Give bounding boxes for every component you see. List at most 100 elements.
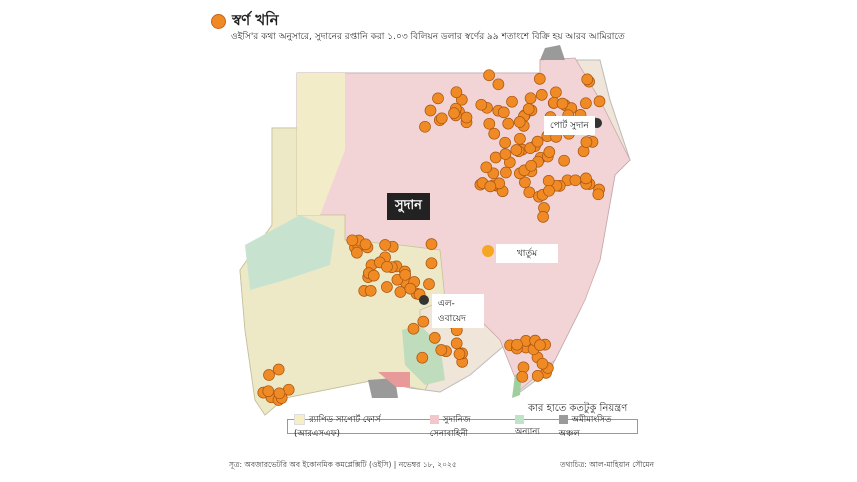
gold-mines-layer <box>257 69 606 406</box>
city-label-el-obeid: এল-ওবায়েদ <box>432 294 484 328</box>
gold-mine-marker <box>580 97 592 110</box>
credit-note: তথ্যচিত্র: আল-মাহিয়ান সৌমেন <box>560 460 654 469</box>
gold-mine-marker <box>510 144 523 156</box>
gold-mine-marker <box>535 89 548 101</box>
gold-mine-marker <box>500 166 512 179</box>
gold-mine-marker <box>346 234 359 247</box>
disputed-region-red <box>378 372 410 387</box>
gold-mine-marker <box>499 136 511 149</box>
gold-mine-marker <box>489 151 502 164</box>
subtitle: ওইসি'র কথা অনুসারে, সুদানের রপ্তানি করা … <box>231 32 625 42</box>
legend-title: কার হাতে কতটুকু নিয়ন্ত্রণ <box>528 403 628 414</box>
gold-mine-marker <box>483 117 496 130</box>
khartoum-marker[interactable] <box>482 245 494 257</box>
country-label: সুদান <box>387 193 430 220</box>
other-controlled-region <box>245 215 335 290</box>
gold-mine-marker <box>514 132 526 145</box>
gold-mine-marker <box>533 73 546 85</box>
gold-mine-marker <box>480 161 493 174</box>
gold-mine-marker <box>379 239 391 251</box>
gold-mine-marker <box>581 73 594 86</box>
gold-mine-marker <box>580 172 592 185</box>
rsf-north-region <box>297 73 345 215</box>
gold-mine-marker <box>460 111 473 124</box>
gold-mine-marker <box>428 332 441 344</box>
gold-mine-marker <box>399 268 412 281</box>
gold-mine-marker <box>502 117 515 130</box>
gold-mine-marker <box>558 154 570 167</box>
gold-mine-marker <box>592 188 605 201</box>
gold-mine-marker <box>364 284 377 297</box>
legend-item-disputed: অমীমাংসিত অঞ্চল <box>558 414 612 439</box>
legend-item-rsf: র‍্যাপিড সাপোর্ট ফোর্স (আরএসএফ) <box>294 413 381 439</box>
city-label-khartoum: খার্তুম <box>496 244 558 263</box>
gold-mine-legend-icon <box>211 14 226 29</box>
gold-mine-marker <box>417 315 430 328</box>
gold-mine-marker <box>359 238 372 251</box>
gold-mine-marker <box>273 387 286 400</box>
gold-mine-marker <box>425 257 438 270</box>
legend: র‍্যাপিড সাপোর্ট ফোর্স (আরএসএফ) সুদানিজ … <box>287 413 638 439</box>
source-note: সূত্র: অবজারভেটরি অব ইকোনমিক কমপ্লেক্সিট… <box>229 460 457 469</box>
gold-mine-marker <box>450 337 463 350</box>
gold-mine-marker <box>488 127 501 140</box>
gold-mine-marker <box>483 69 495 82</box>
gold-mine-marker <box>569 174 582 187</box>
gold-mine-marker <box>416 351 429 364</box>
gold-mine-marker <box>513 116 526 128</box>
gold-mine-marker <box>425 238 438 250</box>
gold-mine-marker <box>593 95 606 108</box>
gold-mine-marker <box>484 180 497 193</box>
gold-mine-marker <box>435 112 448 125</box>
gold-mine-marker <box>351 246 363 259</box>
gold-mine-marker <box>497 106 510 119</box>
gold-mine-marker <box>531 135 544 148</box>
gold-mine-marker <box>580 136 593 148</box>
gold-mine-marker <box>534 339 546 351</box>
gold-mine-marker <box>435 344 448 356</box>
gold-mine-marker <box>523 186 536 199</box>
gold-mine-marker <box>432 92 444 105</box>
map-title: স্বর্ণ খনি <box>211 9 279 34</box>
gold-mine-marker <box>543 184 555 197</box>
gold-mine-marker <box>407 322 420 335</box>
gold-mine-marker <box>550 86 562 99</box>
gold-mine-marker <box>522 103 535 115</box>
gold-mine-marker <box>511 338 523 351</box>
gold-mine-marker <box>453 348 466 360</box>
gold-mine-marker <box>404 282 417 295</box>
city-label-port-sudan: পোর্ট সুদান <box>544 116 595 135</box>
gold-mine-marker <box>272 363 285 376</box>
gold-mine-marker <box>492 78 505 91</box>
gold-mine-marker <box>423 278 435 290</box>
gold-mine-marker <box>524 142 537 154</box>
gold-mine-marker <box>381 260 393 273</box>
el-obeid-marker[interactable] <box>419 295 429 305</box>
gold-mine-marker <box>263 369 275 381</box>
gold-mine-marker <box>381 281 393 293</box>
legend-item-others: অন্যান্য <box>514 414 551 439</box>
gold-mine-marker <box>525 159 538 172</box>
gold-mine-marker <box>531 370 544 382</box>
gold-mine-marker <box>419 120 431 133</box>
gold-mine-marker <box>424 104 437 117</box>
gold-mine-marker <box>448 107 460 119</box>
gold-mine-marker <box>519 176 531 189</box>
gold-mine-marker <box>475 98 488 111</box>
gold-mine-marker <box>556 97 569 110</box>
gold-mine-marker <box>367 269 380 282</box>
gold-mine-marker <box>262 385 275 398</box>
gold-mine-marker <box>537 211 549 223</box>
gold-mine-marker <box>450 86 463 99</box>
gold-mine-marker <box>524 92 537 105</box>
gold-mine-marker <box>536 357 549 370</box>
gold-mine-marker <box>499 148 512 160</box>
gold-mine-marker <box>516 370 529 383</box>
legend-item-army: সুদানিজ সেনাবাহিনী <box>429 414 471 439</box>
gold-mine-marker <box>542 175 555 187</box>
disputed-region <box>368 378 398 398</box>
disputed-region <box>540 45 565 60</box>
title-text: স্বর্ণ খনি <box>232 11 279 29</box>
gold-mine-marker <box>506 95 518 108</box>
